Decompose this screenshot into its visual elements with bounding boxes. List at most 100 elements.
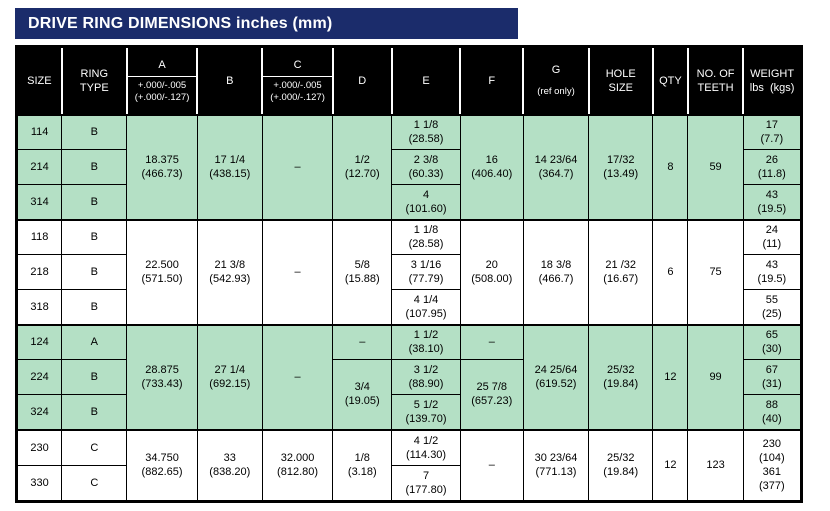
cell-114-e: 1 1/8 (28.58) — [391, 114, 461, 150]
table-row-224: 224 B 3/4 (19.05) 3 1/2 (88.90) 25 7/8 (657.23)… — [15, 359, 803, 430]
cell-214-size: 214 — [15, 149, 63, 185]
col-header-e: E — [390, 45, 462, 116]
cell-230-g: 30 23/64 (771.13) — [522, 428, 590, 502]
cell-114-ring-type: B — [61, 114, 128, 150]
col-header-b: B — [196, 45, 264, 116]
cell-218-e: 3 1/16 (77.79) — [391, 254, 461, 290]
col-header-teeth: NO. OF TEETH — [686, 45, 745, 116]
table-row-318: 318 B 4 1/4 (107.95) 55 (25) — [15, 289, 803, 325]
cell-324-ring-type: B — [61, 394, 128, 430]
table-row-114: 114 B 18.375 (466.73) 17 1/4 (438.15) –1/2 (12.… — [15, 114, 803, 220]
cell-124-d: – — [332, 323, 393, 360]
table-row-330: 330 C 7 (177.80) — [15, 465, 802, 502]
cell-124-teeth: 99 — [687, 323, 744, 430]
cell-324-weight: 88 (40) — [742, 394, 803, 430]
cell-118-c: – — [261, 218, 334, 325]
cell-124-e: 1 1/2 (38.10) — [391, 323, 461, 360]
cell-330-size: 330 — [15, 465, 63, 502]
cell-124-hole-size: 25/32 (19.84) — [588, 323, 654, 430]
table-row-324: 324 B 5 1/2 (139.70) 88 (40) — [15, 394, 803, 430]
cell-118-hole-size: 21 /32 (16.67) — [588, 218, 654, 325]
cell-230-d: 1/8 (3.18) — [332, 428, 393, 502]
cell-224-e: 3 1/2 (88.90) — [391, 359, 461, 395]
cell-114-g: 14 23/64 (364.7) — [522, 114, 590, 220]
cell-124-f: – — [459, 323, 524, 360]
cell-218-size: 218 — [15, 254, 63, 290]
table-row-118: 118 B 22.500 (571.50) 21 3/8 (542.93) –5/8 (15.… — [15, 218, 803, 325]
col-header-d: D — [331, 45, 393, 116]
col-header-weight: WEIGHT lbs (kgs) — [742, 45, 803, 116]
cell-314-e: 4 (101.60) — [391, 184, 461, 220]
cell-118-b: 21 3/8 (542.93) — [196, 218, 263, 325]
cell-214-ring-type: B — [61, 149, 128, 185]
cell-330-ring-type: C — [61, 465, 128, 502]
cell-118-a: 22.500 (571.50) — [126, 218, 198, 325]
cell-124-ring-type: A — [61, 323, 128, 360]
table-row-230: 230 C 34.750 (882.65) 33 (838.20) 32.000 (812.8… — [15, 428, 803, 502]
cell-214-e: 2 3/8 (60.33) — [391, 149, 461, 185]
cell-314-weight: 43 (19.5) — [742, 184, 803, 220]
cell-230-hole-size: 25/32 (19.84) — [588, 428, 654, 502]
cell-124-weight: 65 (30) — [742, 323, 803, 360]
cell-318-ring-type: B — [61, 289, 128, 325]
cell-218-weight: 43 (19.5) — [742, 254, 803, 290]
cell-230-size: 230 — [15, 428, 63, 466]
cell-118-qty: 6 — [652, 218, 689, 325]
cell-114-qty: 8 — [652, 114, 689, 220]
cell-230-a: 34.750 (882.65) — [126, 428, 198, 502]
cell-318-size: 318 — [15, 289, 63, 325]
cell-114-weight: 17 (7.7) — [742, 114, 803, 150]
table-row-314: 314 B 4 (101.60) 43 (19.5) — [15, 184, 803, 220]
cell-224-weight: 67 (31) — [742, 359, 803, 395]
cell-230-e: 4 1/2 (114.30) — [391, 428, 461, 466]
cell-114-teeth: 59 — [687, 114, 744, 220]
cell-230-weight: 230 (104) 361 (377) — [742, 428, 803, 502]
cell-124-qty: 12 — [652, 323, 689, 430]
cell-324-e: 5 1/2 (139.70) — [391, 394, 461, 430]
col-header-f: F — [459, 45, 525, 116]
page-title: DRIVE RING DIMENSIONS inches (mm) — [15, 8, 518, 39]
col-header-qty: QTY — [651, 45, 689, 116]
cell-224-size: 224 — [15, 359, 63, 395]
cell-224-f: 25 7/8 (657.23) — [459, 359, 524, 430]
cell-318-weight: 55 (25) — [742, 289, 803, 325]
cell-124-a: 28.875 (733.43) — [126, 323, 198, 430]
cell-224-d: 3/4 (19.05) — [332, 359, 393, 430]
col-header-a: A +.000/-.005 (+.000/-.127) — [125, 45, 199, 116]
col-header-g: G (ref only) — [522, 45, 590, 116]
cell-114-c: – — [261, 114, 334, 220]
cell-114-hole-size: 17/32 (13.49) — [588, 114, 654, 220]
cell-124-c: – — [261, 323, 334, 430]
col-header-ring-type: RING TYPE — [60, 45, 128, 116]
cell-330-e: 7 (177.80) — [391, 465, 461, 502]
col-header-c: C +.000/-.005 (+.000/-.127) — [261, 45, 334, 116]
cell-314-size: 314 — [15, 184, 63, 220]
cell-230-teeth: 123 — [687, 428, 744, 502]
cell-230-c: 32.000 (812.80) — [261, 428, 334, 502]
cell-224-ring-type: B — [61, 359, 128, 395]
cell-114-d: 1/2 (12.70) — [332, 114, 393, 220]
cell-218-ring-type: B — [61, 254, 128, 290]
cell-114-f: 16 (406.40) — [459, 114, 524, 220]
table-row-124: 124 A 28.875 (733.43) 27 1/4 (692.15) – –1 1/2(… — [15, 323, 803, 430]
cell-124-size: 124 — [15, 323, 63, 360]
cell-314-ring-type: B — [61, 184, 128, 220]
cell-324-size: 324 — [15, 394, 63, 430]
cell-118-d: 5/8 (15.88) — [332, 218, 393, 325]
cell-118-teeth: 75 — [687, 218, 744, 325]
cell-214-weight: 26 (11.8) — [742, 149, 803, 185]
drive-ring-table: SIZE RING TYPE A +.000/-.005 (+.000/-.127) B C +… — [15, 45, 803, 503]
cell-124-b: 27 1/4 (692.15) — [196, 323, 263, 430]
col-header-hole-size: HOLE SIZE — [587, 45, 654, 116]
col-header-size: SIZE — [15, 45, 63, 116]
cell-230-f: – — [459, 428, 524, 502]
cell-230-ring-type: C — [61, 428, 128, 466]
cell-118-size: 118 — [15, 218, 63, 255]
cell-230-b: 33 (838.20) — [196, 428, 263, 502]
cell-230-qty: 12 — [652, 428, 689, 502]
cell-118-f: 20 (508.00) — [459, 218, 524, 325]
cell-118-g: 18 3/8 (466.7) — [522, 218, 590, 325]
table-row-218: 218 B 3 1/16 (77.79) 43 (19.5) — [15, 254, 803, 290]
cell-118-weight: 24 (11) — [742, 218, 803, 255]
cell-118-ring-type: B — [61, 218, 128, 255]
